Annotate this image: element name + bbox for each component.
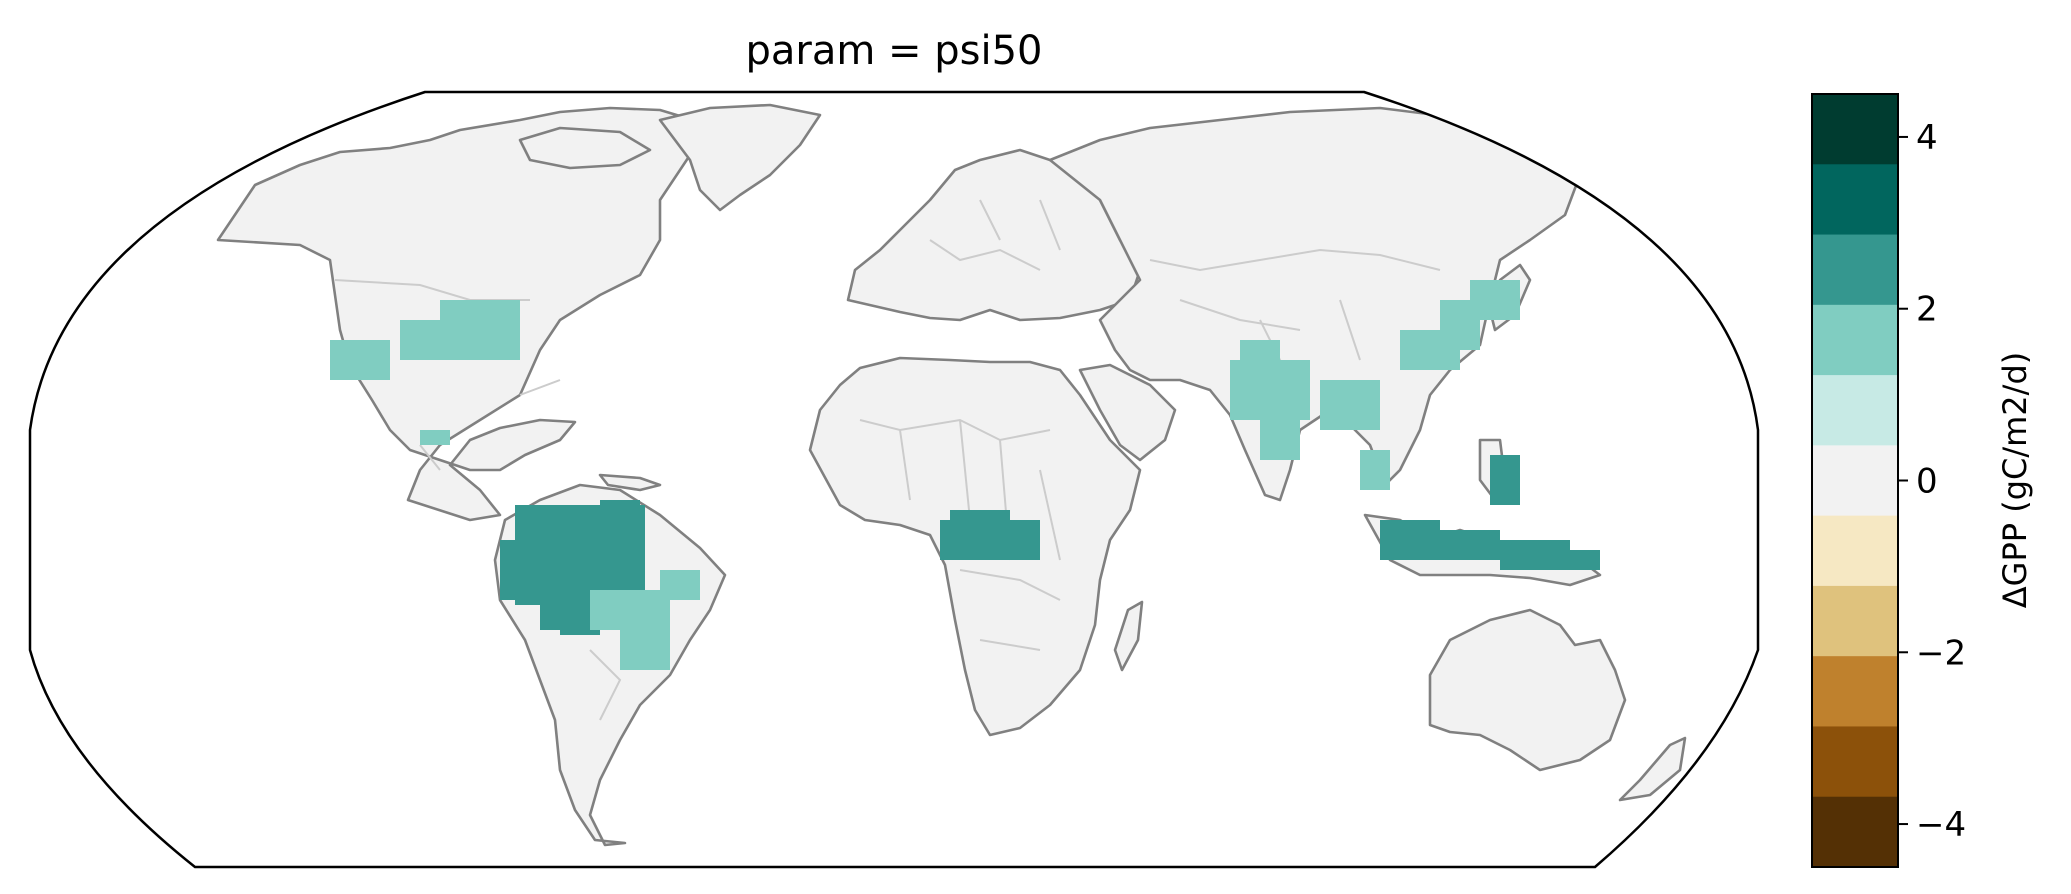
colorbar-bin — [1812, 656, 1898, 727]
caribbean — [598, 473, 662, 492]
map-panel — [216, 103, 1687, 847]
anomaly-cell — [420, 430, 450, 445]
australia — [1428, 608, 1627, 772]
landmasses — [216, 103, 1687, 847]
map-title: param = psi50 — [745, 28, 1042, 74]
anomaly-cell — [620, 630, 670, 670]
arctic-islands — [518, 126, 652, 170]
colorbar-label: ΔGPP (gC/m2/d) — [1996, 352, 2034, 608]
anomaly-cell — [1320, 380, 1380, 430]
anomaly-cell — [1470, 280, 1520, 320]
colorbar-bin — [1812, 94, 1898, 165]
anomaly-cell — [660, 570, 700, 600]
anomaly-cell — [1490, 455, 1520, 505]
anomaly-cell — [950, 510, 1010, 530]
anomaly-cell — [1380, 520, 1440, 560]
anomaly-cell — [1440, 530, 1500, 560]
anomaly-cell — [330, 340, 390, 380]
colorbar-bin — [1812, 515, 1898, 587]
colorbar-bin — [1812, 375, 1898, 446]
anomaly-cell — [1240, 340, 1280, 370]
colorbar-bins — [1812, 94, 1898, 868]
colorbar-tick-label: 2 — [1916, 290, 1938, 330]
map-boundary — [28, 90, 1760, 869]
new-zealand — [1618, 736, 1687, 802]
colorbar-tick-label: −2 — [1916, 633, 1966, 673]
colorbar-bin — [1812, 796, 1898, 868]
gpp-anomaly-cells — [330, 280, 1600, 670]
colorbar-tick-label: 0 — [1916, 462, 1938, 502]
anomaly-cell — [1570, 550, 1600, 570]
anomaly-cell — [600, 500, 640, 540]
colorbar-bin — [1812, 585, 1898, 657]
anomaly-cell — [1360, 450, 1390, 490]
anomaly-cell — [1500, 540, 1570, 570]
colorbar-bin — [1812, 445, 1898, 517]
anomaly-cell — [440, 300, 520, 330]
colorbar-tick-label: 4 — [1916, 118, 1938, 158]
anomaly-cell — [1260, 420, 1300, 460]
colorbar: 4 2 0 −2 −4 ΔGPP (gC/m2/d) — [1811, 93, 2034, 868]
colorbar-bin — [1812, 164, 1898, 236]
colorbar-tick-label: −4 — [1916, 805, 1966, 845]
colorbar-bin — [1812, 726, 1898, 798]
arabian-peninsula — [1078, 363, 1177, 462]
anomaly-cell — [500, 540, 560, 600]
madagascar — [1113, 600, 1144, 672]
colorbar-bin — [1812, 304, 1898, 376]
anomaly-cell — [590, 590, 670, 630]
colorbar-bin — [1812, 234, 1898, 306]
colorbar-ticks: 4 2 0 −2 −4 — [1898, 118, 1966, 845]
greenland — [658, 103, 822, 212]
